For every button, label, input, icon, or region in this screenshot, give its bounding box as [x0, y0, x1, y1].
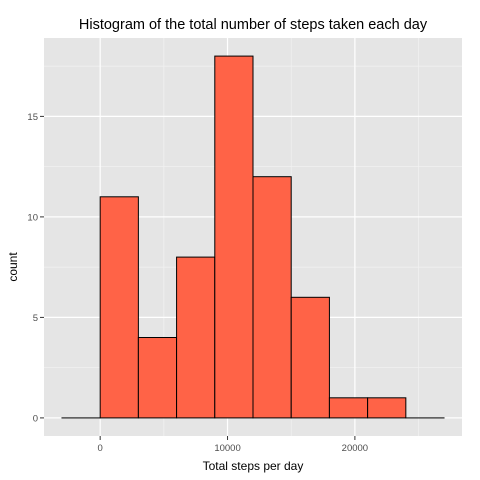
y-axis: 0 5 10 15 — [27, 112, 44, 424]
x-tick-label: 20000 — [342, 443, 368, 454]
y-axis-title: count — [6, 252, 20, 282]
histogram-bar — [176, 256, 216, 419]
chart-title: Histogram of the total number of steps t… — [79, 17, 428, 33]
y-tick-label: 15 — [27, 112, 38, 123]
x-axis-title: Total steps per day — [203, 459, 304, 473]
y-tick-label: 0 — [33, 413, 38, 424]
histogram-bar — [328, 397, 369, 419]
histogram-bar — [367, 397, 407, 419]
histogram-bar — [137, 337, 178, 419]
histogram-bar — [252, 176, 292, 419]
y-tick-label: 5 — [33, 313, 38, 324]
x-axis: 0 10000 20000 — [98, 436, 368, 454]
x-tick-label: 0 — [98, 443, 103, 454]
x-tick-label: 10000 — [214, 443, 240, 454]
histogram-bar — [99, 196, 139, 419]
y-tick-label: 10 — [27, 212, 38, 223]
histogram-bar — [214, 55, 254, 419]
histogram-bars — [61, 55, 445, 419]
histogram-bar — [290, 296, 330, 419]
